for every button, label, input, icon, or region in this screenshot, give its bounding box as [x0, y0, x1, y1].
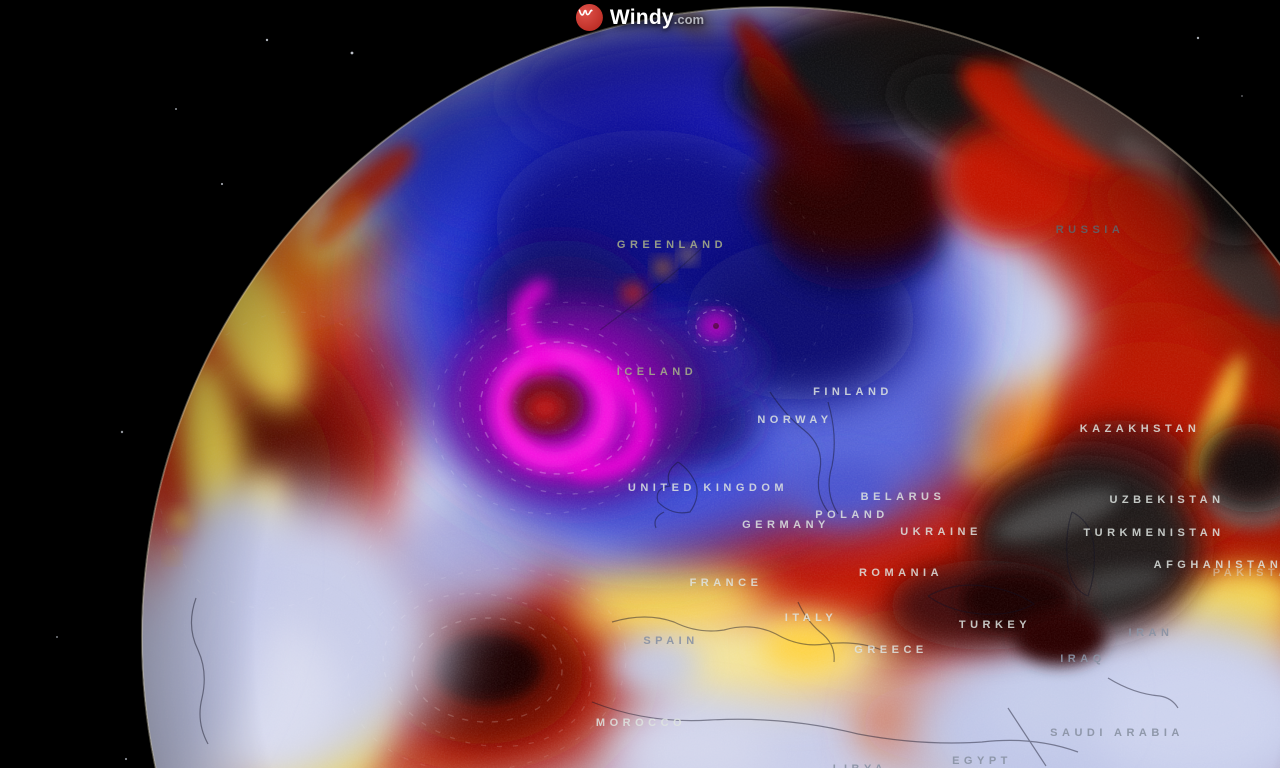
country-label-saudi-arabia: SAUDI ARABIA — [1050, 727, 1184, 739]
country-label-finland: FINLAND — [813, 386, 893, 398]
country-label-spain: SPAIN — [643, 635, 698, 647]
country-label-kazakhstan: KAZAKHSTAN — [1080, 423, 1201, 435]
globe-shading — [142, 7, 1280, 768]
country-label-greece: GREECE — [854, 644, 927, 656]
country-label-afghanistan: AFGHANISTAN — [1154, 559, 1280, 571]
windy-swirl-icon — [575, 4, 603, 31]
country-label-russia: RUSSIA — [1056, 224, 1125, 236]
country-label-libya: LIBYA — [833, 763, 888, 768]
windy-tld-text: .com — [673, 11, 705, 27]
country-label-turkmenistan: TURKMENISTAN — [1083, 527, 1224, 539]
country-label-ukraine: UKRAINE — [900, 526, 982, 538]
country-labels: GREENLAND ICELAND FINLAND NORWAY UNITED … — [596, 224, 1280, 768]
country-label-belarus: BELARUS — [861, 491, 946, 503]
country-label-poland: POLAND — [815, 509, 888, 521]
windy-logo[interactable]: Windy.com — [575, 4, 705, 31]
stars — [56, 36, 1243, 761]
country-label-iceland: ICELAND — [617, 366, 697, 378]
country-label-turkey: TURKEY — [959, 619, 1031, 631]
country-label-iran: IRAN — [1129, 627, 1174, 639]
country-label-norway: NORWAY — [757, 414, 832, 426]
country-label-morocco: MOROCCO — [596, 717, 686, 729]
country-label-greenland: GREENLAND — [617, 239, 727, 251]
globe-limb — [141, 6, 1280, 768]
windy-brand-text: Windy — [609, 5, 674, 29]
country-label-united-kingdom: UNITED KINGDOM — [628, 482, 788, 494]
country-label-egypt: EGYPT — [952, 755, 1012, 767]
country-label-uzbekistan: UZBEKISTAN — [1109, 494, 1224, 506]
country-label-italy: ITALY — [785, 612, 837, 624]
country-label-pakistan: PAKISTAN — [1213, 567, 1280, 579]
country-label-france: FRANCE — [690, 577, 763, 589]
country-label-germany: GERMANY — [742, 519, 830, 531]
country-label-romania: ROMANIA — [859, 567, 943, 579]
country-label-iraq: IRAQ — [1060, 653, 1106, 665]
